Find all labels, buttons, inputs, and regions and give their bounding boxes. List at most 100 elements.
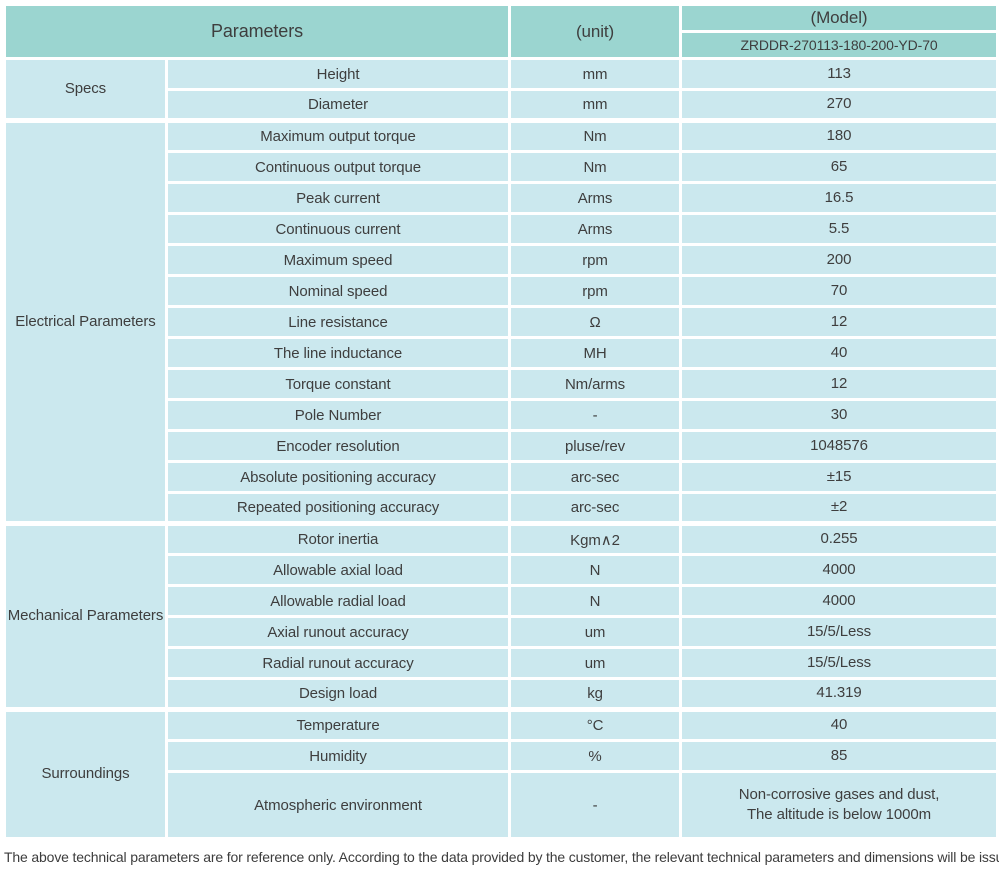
unit-cell: N xyxy=(508,553,683,587)
param-cell: Diameter xyxy=(164,88,512,122)
param-cell: The line inductance xyxy=(164,336,512,370)
param-cell: Maximum speed xyxy=(164,243,512,277)
value-cell: 40 xyxy=(679,707,999,742)
model-header-cell: (Model) xyxy=(679,3,999,33)
unit-cell: - xyxy=(508,770,683,840)
table-body: Specs Height mm 113 Diameter mm 270 Electrical … xyxy=(3,57,999,840)
value-cell: 1048576 xyxy=(679,429,999,463)
table-row: Surroundings Temperature °C 40 xyxy=(3,707,999,840)
value-cell: 41.319 xyxy=(679,677,999,711)
unit-cell: um xyxy=(508,646,683,680)
param-cell: Repeated positioning accuracy xyxy=(164,491,512,525)
param-cell: Continuous current xyxy=(164,212,512,246)
param-cell: Allowable axial load xyxy=(164,553,512,587)
value-cell: Non-corrosive gases and dust, The altitu… xyxy=(679,770,999,840)
header-row-1: Parameters (unit) (Model) xyxy=(2,3,999,60)
table-row: Maximum speed rpm 200 xyxy=(5,243,999,277)
model-number-cell: ZRDDR-270113-180-200-YD-70 xyxy=(679,30,999,60)
table-header: Parameters (unit) (Model) ZRDDR-270113-1… xyxy=(2,3,999,60)
unit-cell: mm xyxy=(508,88,683,122)
unit-cell: N xyxy=(508,584,683,618)
value-cell: 180 xyxy=(679,118,999,153)
unit-cell: pluse/rev xyxy=(508,429,683,463)
value-cell: 4000 xyxy=(679,553,999,587)
table-row: Continuous output torque Nm 65 xyxy=(5,150,999,184)
table-row: Line resistance Ω 12 xyxy=(5,305,999,339)
parameters-header-cell: Parameters xyxy=(2,3,512,60)
table-row: Allowable axial load N 4000 xyxy=(5,553,999,587)
unit-cell: Nm xyxy=(508,150,683,184)
param-cell: Line resistance xyxy=(164,305,512,339)
table-row: Diameter mm 270 xyxy=(5,88,999,122)
value-cell: ±2 xyxy=(679,491,999,525)
param-cell: Rotor inertia xyxy=(164,521,512,556)
unit-cell: rpm xyxy=(508,243,683,277)
value-cell: 15/5/Less xyxy=(679,615,999,649)
value-cell: 30 xyxy=(679,398,999,432)
table-row: Repeated positioning accuracy arc-sec ±2 xyxy=(5,491,999,525)
value-cell: 200 xyxy=(679,243,999,277)
unit-cell: Arms xyxy=(508,181,683,215)
table-row: The line inductance MH 40 xyxy=(5,336,999,370)
unit-cell: °C xyxy=(508,707,683,742)
group-label-mechanical-parameters: Mechanical Parameters xyxy=(3,521,168,711)
param-cell: Maximum output torque xyxy=(164,118,512,153)
table-row: Allowable radial load N 4000 xyxy=(5,584,999,618)
value-cell: 85 xyxy=(679,739,999,773)
table-row: Peak current Arms 16.5 xyxy=(5,181,999,215)
unit-cell: arc-sec xyxy=(508,491,683,525)
value-cell: 5.5 xyxy=(679,212,999,246)
unit-cell: Nm xyxy=(508,118,683,153)
value-cell: 4000 xyxy=(679,584,999,618)
unit-cell: kg xyxy=(508,677,683,711)
param-cell: Radial runout accuracy xyxy=(164,646,512,680)
table-row: Absolute positioning accuracy arc-sec ±15 xyxy=(5,460,999,494)
param-cell: Allowable radial load xyxy=(164,584,512,618)
param-cell: Torque constant xyxy=(164,367,512,401)
value-cell: 15/5/Less xyxy=(679,646,999,680)
value-cell: 270 xyxy=(679,88,999,122)
param-cell: Atmospheric environment xyxy=(164,770,512,840)
param-cell: Temperature xyxy=(164,707,512,742)
table-row: Electrical Parameters Maximum output torq… xyxy=(3,118,999,525)
unit-cell: MH xyxy=(508,336,683,370)
unit-cell: rpm xyxy=(508,274,683,308)
param-cell: Absolute positioning accuracy xyxy=(164,460,512,494)
param-cell: Axial runout accuracy xyxy=(164,615,512,649)
group-label-surroundings: Surroundings xyxy=(3,707,168,840)
table-row: Specs Height mm 113 xyxy=(3,57,999,122)
footer-disclaimer: The above technical parameters are for r… xyxy=(4,849,999,865)
value-cell: 113 xyxy=(679,57,999,91)
table-row: Atmospheric environment - Non-corrosive ga… xyxy=(5,770,999,840)
param-cell: Encoder resolution xyxy=(164,429,512,463)
value-cell: 70 xyxy=(679,274,999,308)
value-cell: 0.255 xyxy=(679,521,999,556)
table-row: Radial runout accuracy um 15/5/Less xyxy=(5,646,999,680)
group-label-specs: Specs xyxy=(3,57,168,122)
param-cell: Height xyxy=(164,57,512,91)
param-cell: Humidity xyxy=(164,739,512,773)
param-cell: Continuous output torque xyxy=(164,150,512,184)
table-row: Humidity% 85 xyxy=(5,739,999,773)
unit-cell: Ω xyxy=(508,305,683,339)
value-cell: 12 xyxy=(679,367,999,401)
unit-header-cell: (unit) xyxy=(508,3,683,60)
unit-cell: % xyxy=(508,739,683,773)
table-row: Torque constant Nm/arms 12 xyxy=(5,367,999,401)
param-cell: Nominal speed xyxy=(164,274,512,308)
group-label-electrical-parameters: Electrical Parameters xyxy=(3,118,168,525)
param-cell: Peak current xyxy=(164,181,512,215)
table-row: Continuous current Arms 5.5 xyxy=(5,212,999,246)
unit-cell: um xyxy=(508,615,683,649)
value-cell: ±15 xyxy=(679,460,999,494)
value-cell: 16.5 xyxy=(679,181,999,215)
header-row-2: ZRDDR-270113-180-200-YD-70 xyxy=(5,30,999,60)
table-row: Nominal speed rpm 70 xyxy=(5,274,999,308)
param-cell: Design load xyxy=(164,677,512,711)
unit-cell: mm xyxy=(508,57,683,91)
unit-cell: - xyxy=(508,398,683,432)
value-cell: 12 xyxy=(679,305,999,339)
unit-cell: Nm/arms xyxy=(508,367,683,401)
spec-table: Parameters (unit) (Model) ZRDDR-270113-1… xyxy=(2,3,999,840)
